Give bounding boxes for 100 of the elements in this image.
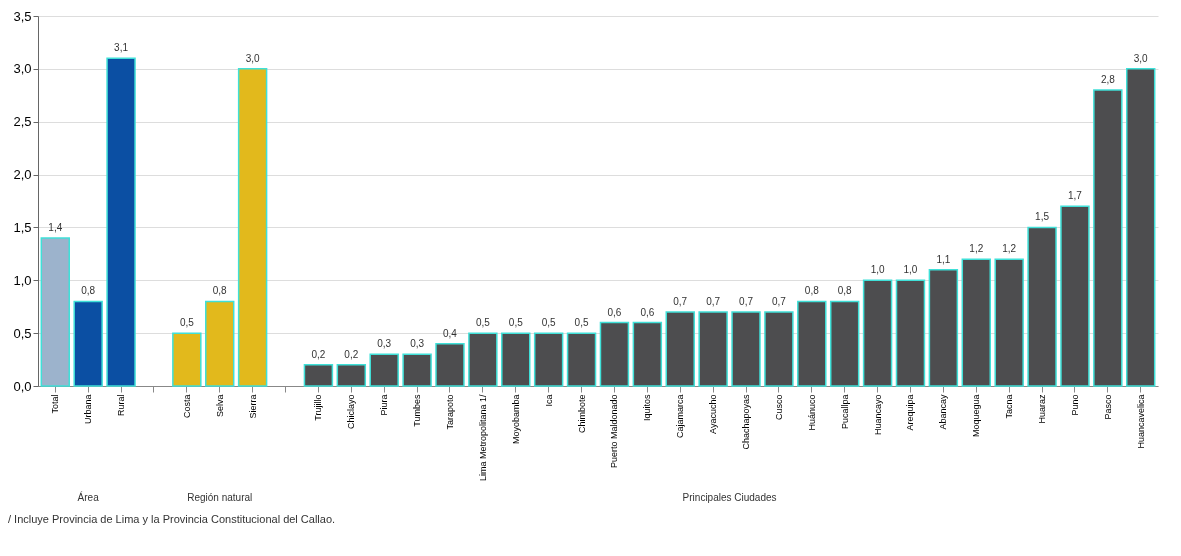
x-tick-label: Iquitos bbox=[642, 394, 653, 422]
x-tick-label: Arequipa bbox=[905, 394, 916, 431]
data-label: 0,6 bbox=[640, 306, 655, 318]
text: Área bbox=[77, 491, 100, 503]
data-label: 0,5 bbox=[574, 317, 589, 329]
data-label: 0,6 bbox=[607, 306, 622, 318]
data-label: 3,0 bbox=[1133, 52, 1149, 64]
data-label: 1,1 bbox=[936, 253, 951, 265]
x-tick-label: Huancayo bbox=[872, 394, 883, 436]
x-tick-label: Moyobamba bbox=[510, 394, 521, 445]
x-tick-label: Chimbote bbox=[576, 394, 587, 434]
bar bbox=[599, 321, 630, 387]
x-tick-label: Cusco bbox=[773, 394, 784, 421]
data-label: 0,7 bbox=[771, 296, 787, 307]
bar bbox=[303, 364, 334, 387]
y-tick-label: 3,0 bbox=[13, 61, 32, 77]
bar bbox=[533, 332, 564, 387]
data-label: 0,5 bbox=[475, 317, 491, 329]
data-label: 0,8 bbox=[837, 285, 853, 297]
bar bbox=[994, 258, 1024, 387]
text: / Incluye Provincia de Lima y la Provincia Constitucional del Callao. bbox=[8, 513, 336, 525]
bar bbox=[928, 268, 959, 387]
bar bbox=[731, 311, 761, 387]
data-label: 2,8 bbox=[1100, 74, 1116, 85]
data-label: 0,5 bbox=[179, 317, 195, 329]
bar bbox=[501, 332, 531, 387]
bar bbox=[402, 353, 432, 387]
data-label: 1,0 bbox=[903, 264, 918, 276]
x-tick-label: Puerto Maldonado bbox=[609, 394, 620, 469]
bar bbox=[961, 258, 991, 387]
data-label: 0,2 bbox=[344, 348, 359, 360]
x-tick-label: Chiclayo bbox=[346, 394, 357, 430]
bar bbox=[1027, 226, 1057, 387]
data-label: 0,8 bbox=[81, 285, 96, 297]
data-label: 0,8 bbox=[212, 285, 228, 297]
x-tick-label: Rural bbox=[116, 394, 127, 417]
y-tick-label: 2,5 bbox=[13, 114, 32, 130]
bar bbox=[336, 364, 367, 387]
bar bbox=[764, 311, 794, 387]
data-label: 3,0 bbox=[245, 52, 261, 64]
y-tick-label: 0,0 bbox=[13, 378, 32, 394]
data-label: 0,3 bbox=[377, 338, 392, 350]
bar bbox=[73, 300, 103, 387]
x-tick-label: Trujillo bbox=[313, 394, 324, 421]
y-tick-label: 1,0 bbox=[13, 272, 32, 288]
x-tick-label: Total bbox=[50, 394, 61, 414]
bar bbox=[1093, 89, 1123, 387]
data-label: 0,7 bbox=[739, 296, 754, 307]
y-tick-label: 0,5 bbox=[13, 325, 32, 341]
x-tick-label: Abancay bbox=[938, 394, 949, 430]
x-tick-label: Puno bbox=[1069, 394, 1080, 416]
data-label: 0,2 bbox=[311, 348, 326, 360]
bar bbox=[862, 279, 893, 387]
bar bbox=[468, 332, 498, 387]
data-label: 1,2 bbox=[969, 243, 984, 255]
x-tick-label: Huancavelica bbox=[1135, 394, 1146, 449]
x-tick-label: Lima Metropolitana 1/ bbox=[477, 394, 488, 482]
x-tick-label: Piura bbox=[379, 394, 390, 416]
data-label: 0,4 bbox=[443, 327, 458, 339]
x-tick-label: Chachapoyas bbox=[741, 394, 752, 450]
bar bbox=[106, 57, 136, 387]
bar bbox=[205, 300, 235, 387]
bar bbox=[1060, 205, 1090, 387]
x-tick-label: Moquegua bbox=[971, 394, 982, 438]
x-tick-label: Tarapoto bbox=[444, 394, 455, 430]
bar bbox=[698, 311, 728, 387]
bar bbox=[237, 68, 268, 387]
x-tick-label: Selva bbox=[214, 394, 225, 418]
bar bbox=[435, 342, 465, 387]
x-tick-label: Sierra bbox=[247, 394, 258, 419]
bar bbox=[172, 332, 202, 387]
x-tick-label: Tumbes bbox=[412, 394, 423, 427]
bar bbox=[797, 300, 827, 387]
x-tick-label: Pucallpa bbox=[839, 394, 850, 430]
y-tick-label: 2,0 bbox=[13, 167, 32, 183]
x-tick-label: Cajamarca bbox=[675, 394, 686, 439]
y-tick-label: 1,5 bbox=[13, 219, 32, 235]
text: Región natural bbox=[187, 492, 253, 503]
bar bbox=[665, 311, 695, 387]
bar bbox=[369, 353, 399, 387]
x-tick-label: Tacna bbox=[1004, 394, 1015, 419]
data-label: 0,3 bbox=[410, 338, 425, 350]
data-label: 3,1 bbox=[114, 42, 129, 54]
data-label: 1,2 bbox=[1002, 243, 1017, 255]
data-label: 1,0 bbox=[870, 264, 885, 276]
x-tick-label: Huaraz bbox=[1037, 394, 1048, 424]
bar bbox=[632, 321, 663, 387]
data-label: 0,7 bbox=[673, 296, 688, 307]
x-tick-label: Urbana bbox=[83, 394, 94, 425]
bar bbox=[566, 332, 597, 387]
text: Principales Ciudades bbox=[682, 492, 777, 503]
x-tick-label: Pasco bbox=[1102, 394, 1113, 420]
bar bbox=[895, 279, 926, 387]
data-label: 0,7 bbox=[706, 296, 721, 307]
x-tick-label: Ica bbox=[543, 394, 554, 407]
x-tick-label: Huánuco bbox=[806, 394, 817, 431]
bar bbox=[829, 300, 860, 387]
data-label: 0,5 bbox=[541, 317, 557, 329]
x-tick-label: Costa bbox=[181, 394, 192, 419]
data-label: 1,5 bbox=[1035, 211, 1050, 223]
